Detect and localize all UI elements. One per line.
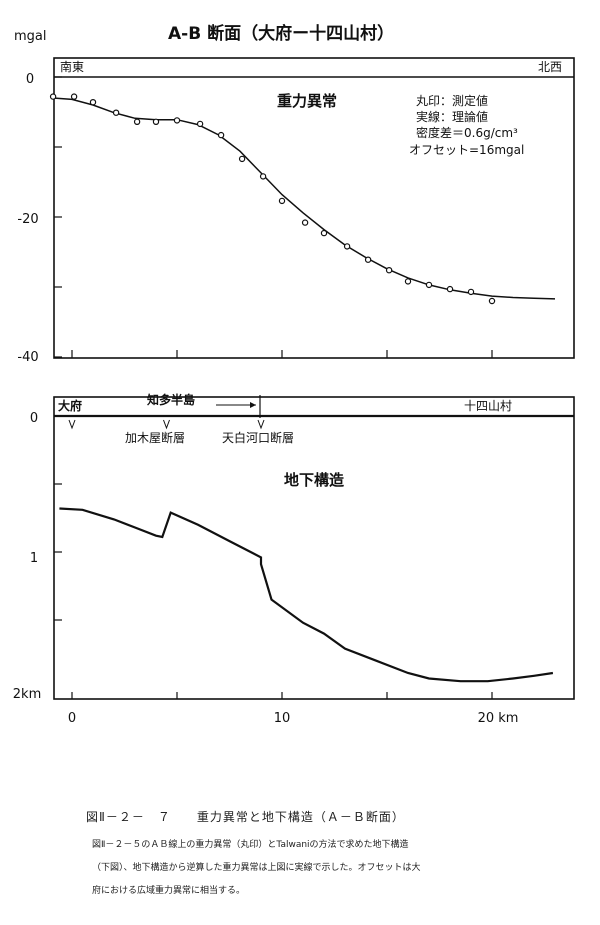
top-ytick-label-0: 0 [26,72,34,87]
fault2-label: 天白河口断層 [222,430,294,445]
bottom-ytick-label-1: 1 [30,551,38,566]
measured-point [320,229,328,237]
measured-point [343,243,351,250]
bottom-ytick-label-0: 0 [30,411,38,426]
top-axis-ticks [54,76,493,358]
measured-point [385,267,393,274]
top-ytick-label-20: -20 [17,212,38,227]
bottom-panel-frame [53,396,575,700]
measured-point [259,173,267,180]
top-right-end-label: 北西 [538,60,562,74]
xtick-label-0: 0 [68,711,76,726]
top-left-end-label: 南東 [60,59,84,74]
top-panel-frame [53,57,575,359]
figure: A-B 断面（大府ー十四山村） mgal 南東 北西 重力異常 丸印：測定値 実… [13,23,575,726]
basement-structure-line [59,507,554,683]
xtick-label-20: 20 km [478,711,519,726]
peninsula-arrow-head [250,402,256,408]
caption-line-2: （下図）、地下構造から逆算した重力異常は上図に実線で示した。オフセットは大 [92,863,421,873]
caption-title: 図Ⅱ－２－ ７ 重力異常と地下構造（Ａ－Ｂ断面） [86,810,405,824]
bottom-panel: 大府 十四山村 知多半島 加木屋断層 天白河口断層 地下構造 0 1 2km 0… [13,392,575,726]
measured-point [196,120,204,128]
measured-point [70,93,78,100]
caption-body: 図Ⅱ－２－５のＡＢ線上の重力異常（丸印）とTalwaniの方法で求めた地下構造 … [92,834,572,903]
measured-point [446,285,454,293]
measured-point [173,117,181,124]
caption-line-3: 府における広域重力異常に相当する。 [92,886,246,896]
top-panel-label: 重力異常 [277,92,337,110]
figure-title: A-B 断面（大府ー十四山村） [168,23,394,44]
fault-marker [68,419,76,430]
measured-point [133,118,141,126]
measured-point [238,155,246,163]
top-unit-label: mgal [14,29,47,44]
measured-point [49,93,57,100]
xtick-label-10: 10 [274,711,291,726]
peninsula-label: 知多半島 [146,392,195,407]
legend-line-3: 密度差＝0.6g/cm³ [416,125,518,140]
legend-line-4: オフセット=16mgal [409,143,524,157]
left-place-label: 大府 [58,398,82,413]
measured-point [112,109,120,116]
measured-point [152,118,160,126]
measured-point [488,297,496,305]
fault-marker [257,419,265,430]
measured-point [217,131,225,139]
right-place-label: 十四山村 [464,399,512,413]
measured-point [364,256,372,263]
measured-point [404,278,412,285]
legend-line-2: 実線：理論値 [416,109,488,124]
measured-gravity-points [49,93,496,305]
top-ytick-label-40: -40 [17,350,38,365]
fault1-label: 加木屋断層 [125,430,185,445]
fault-marker [163,419,170,430]
bottom-axis-ticks [54,483,493,699]
top-panel: 南東 北西 重力異常 丸印：測定値 実線：理論値 密度差＝0.6g/cm³ オフ… [17,57,575,365]
measured-point [467,288,475,296]
measured-point [301,219,309,226]
bottom-ytick-label-2: 2km [13,687,41,702]
legend-line-1: 丸印：測定値 [416,93,488,108]
measured-point [89,98,97,106]
fault-markers [68,419,265,430]
measured-point [425,281,433,289]
caption-line-1: 図Ⅱ－２－５のＡＢ線上の重力異常（丸印）とTalwaniの方法で求めた地下構造 [92,840,409,850]
measured-point [278,197,286,205]
bottom-panel-label: 地下構造 [284,471,344,489]
